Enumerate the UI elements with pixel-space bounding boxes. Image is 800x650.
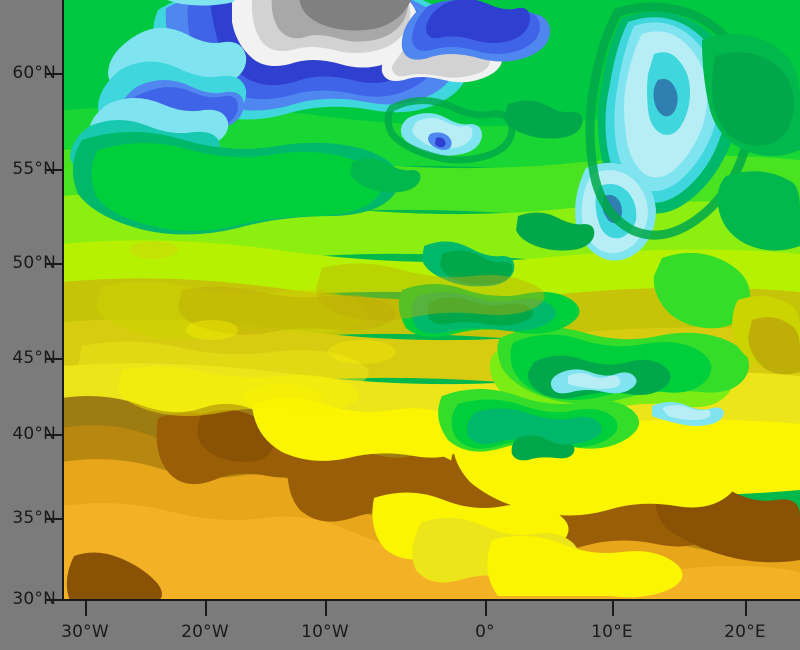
lon-tick-0 — [485, 601, 487, 616]
temperature-contour-plot — [62, 0, 800, 601]
lon-label-30W: 30°W — [61, 622, 109, 642]
lon-label-20W: 20°W — [181, 622, 229, 642]
lat-tick-30 — [46, 599, 62, 601]
lat-label-40: 40°N — [12, 424, 56, 444]
lon-tick-20E — [745, 601, 747, 616]
lon-tick-10W — [325, 601, 327, 616]
lat-label-55: 55°N — [12, 159, 56, 179]
lat-label-35: 35°N — [12, 508, 56, 528]
lon-label-10W: 10°W — [301, 622, 349, 642]
lat-label-30: 30°N — [12, 589, 56, 609]
lat-tick-35 — [46, 518, 62, 520]
lat-tick-40 — [46, 434, 62, 436]
lat-tick-55 — [46, 169, 62, 171]
lat-label-45: 45°N — [12, 348, 56, 368]
lat-tick-45 — [46, 358, 62, 360]
lon-tick-10E — [612, 601, 614, 616]
lon-tick-20W — [205, 601, 207, 616]
lon-label-0: 0° — [475, 622, 495, 642]
lat-tick-50 — [46, 263, 62, 265]
lon-tick-30W — [85, 601, 87, 616]
lon-label-10E: 10°E — [591, 622, 633, 642]
contour-field — [62, 0, 800, 601]
lat-tick-60 — [46, 73, 62, 75]
lon-label-20E: 20°E — [724, 622, 766, 642]
lat-label-60: 60°N — [12, 63, 56, 83]
lat-label-50: 50°N — [12, 253, 56, 273]
